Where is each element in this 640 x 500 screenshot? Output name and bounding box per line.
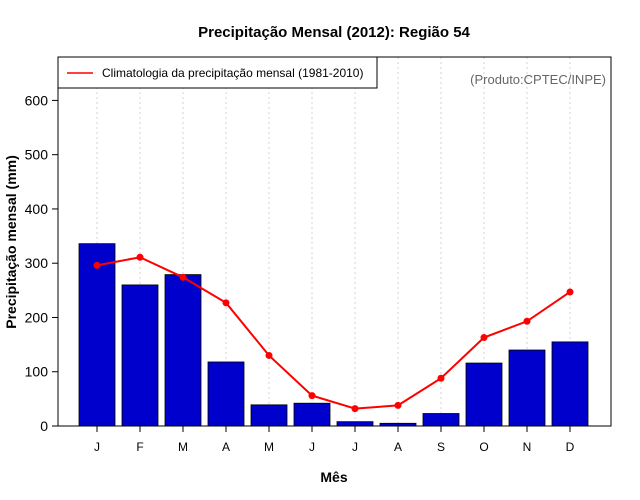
precip-bar xyxy=(78,243,116,427)
y-axis-label: Precipitação mensal (mm) xyxy=(3,155,19,329)
precip-bar xyxy=(164,274,202,427)
precip-bar xyxy=(207,361,245,427)
y-tick-label: 0 xyxy=(40,418,48,434)
y-tick-label: 300 xyxy=(25,255,49,271)
climatology-line-series xyxy=(93,253,574,413)
x-tick-label: J xyxy=(94,440,100,454)
legend-box xyxy=(57,56,378,89)
climatology-point xyxy=(265,351,273,359)
grid-lines xyxy=(96,57,571,426)
precip-bar xyxy=(508,349,546,427)
credit-annotation: (Produto:CPTEC/INPE) xyxy=(470,72,606,87)
climatology-point xyxy=(480,334,488,342)
climatology-line xyxy=(96,256,571,410)
y-tick-label: 200 xyxy=(25,309,49,325)
y-tick-label: 600 xyxy=(25,92,49,108)
climatology-point xyxy=(93,261,101,269)
x-tick-label: J xyxy=(309,440,315,454)
y-tick-label: 500 xyxy=(25,147,49,163)
x-tick-label: M xyxy=(178,440,188,454)
climatology-point xyxy=(179,273,187,281)
climatology-point xyxy=(394,401,402,409)
legend: Climatologia da precipitação mensal (198… xyxy=(57,56,378,89)
x-axis-label: Mês xyxy=(320,469,347,485)
climatology-point xyxy=(136,253,144,261)
precip-bar xyxy=(121,284,159,427)
precip-bar xyxy=(250,404,288,427)
x-tick-label: S xyxy=(437,440,445,454)
x-tick-label: A xyxy=(394,440,402,454)
precip-bar xyxy=(551,341,589,427)
climatology-point xyxy=(566,288,574,296)
x-tick-label: D xyxy=(566,440,575,454)
legend-label-climatology: Climatologia da precipitação mensal (198… xyxy=(102,66,363,80)
precip-bar xyxy=(293,402,331,427)
climatology-point xyxy=(308,392,316,400)
precip-bar xyxy=(422,413,460,427)
climatology-point xyxy=(523,317,531,325)
x-tick-label: A xyxy=(222,440,230,454)
x-tick-label: O xyxy=(479,440,488,454)
y-tick-label: 400 xyxy=(25,201,49,217)
x-tick-label: J xyxy=(352,440,358,454)
x-tick-label: M xyxy=(264,440,274,454)
climatology-point xyxy=(437,374,445,382)
chart-title: Precipitação Mensal (2012): Região 54 xyxy=(198,24,470,41)
climatology-point xyxy=(351,405,359,413)
x-tick-label: F xyxy=(136,440,143,454)
climatology-point xyxy=(222,299,230,307)
precip-bar xyxy=(336,421,374,427)
bar-series xyxy=(78,243,589,427)
precip-bar xyxy=(465,362,503,427)
x-tick-label: N xyxy=(523,440,532,454)
y-tick-label: 100 xyxy=(25,364,49,380)
y-axis: 0 100 200 300 400 500 600 xyxy=(25,92,58,434)
